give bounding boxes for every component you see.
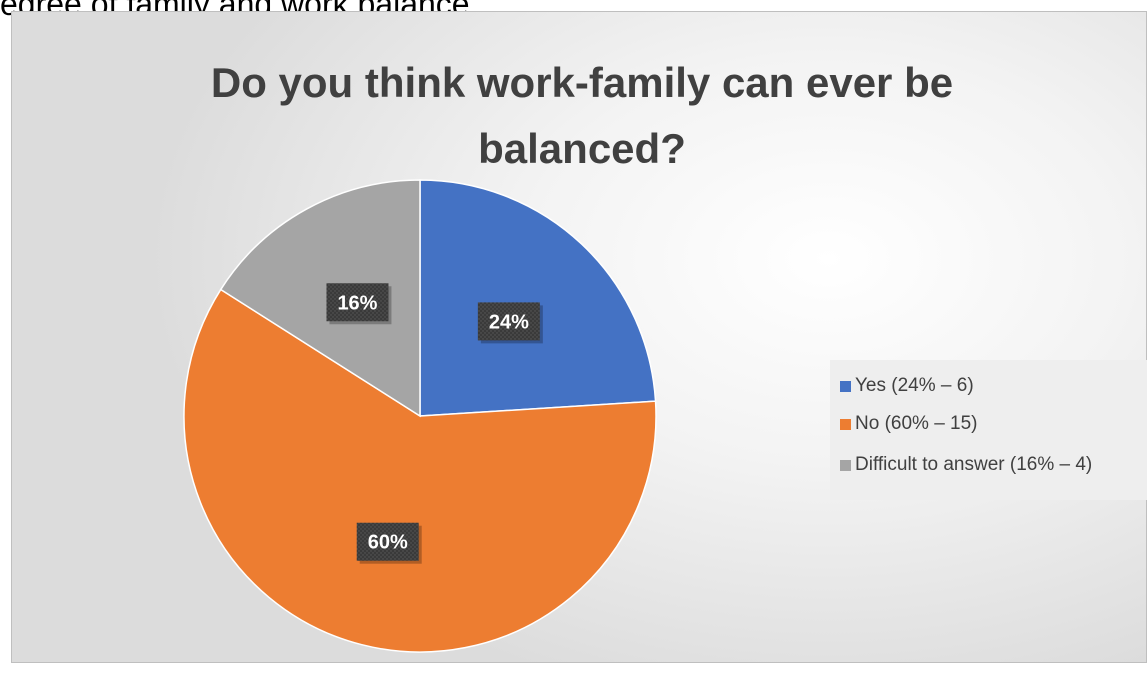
- legend-label-no: No (60% – 15): [855, 413, 978, 434]
- pie-slice-difficult: [219, 179, 421, 418]
- legend-label-difficult: Difficult to answer (16% – 4): [855, 454, 1093, 475]
- data-label-difficult: 16%: [326, 283, 392, 325]
- svg-text:60%: 60%: [368, 532, 408, 554]
- legend-item-no: No (60% – 15): [840, 410, 978, 438]
- legend-label-yes: Yes (24% – 6): [855, 375, 974, 396]
- svg-text:16%: 16%: [337, 292, 377, 314]
- chart-title: Do you think work-family can ever be bal…: [210, 59, 954, 172]
- pie-slice-yes: [419, 179, 657, 417]
- pie-chart: 24% 60% 16%: [183, 179, 657, 653]
- legend-swatch-yes: [840, 380, 851, 392]
- legend-item-yes: Yes (24% – 6): [840, 372, 974, 400]
- legend-item-difficult: Difficult to answer (16% – 4): [840, 451, 1092, 479]
- chart-area: Do you think work-family can ever be bal…: [11, 11, 1147, 663]
- data-label-no: 60%: [356, 522, 422, 564]
- data-label-yes: 24%: [477, 302, 543, 344]
- svg-text:24%: 24%: [489, 311, 529, 333]
- legend: Yes (24% – 6) No (60% – 15) Difficult to a…: [830, 360, 1147, 500]
- legend-swatch-difficult: [840, 459, 851, 471]
- legend-swatch-no: [840, 418, 851, 430]
- pie-slice-no: [183, 288, 657, 653]
